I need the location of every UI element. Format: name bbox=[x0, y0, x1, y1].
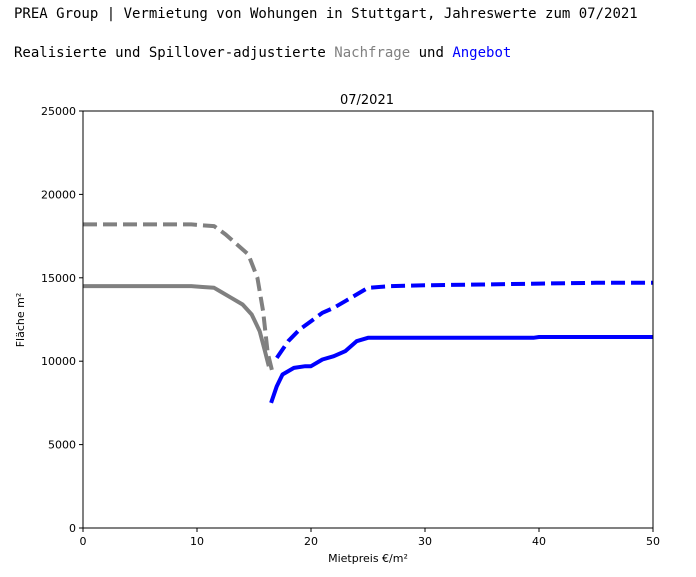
y-tick-label: 25000 bbox=[41, 105, 76, 118]
x-tick-label: 0 bbox=[80, 535, 87, 548]
series-line-supply-spillover-adjusted bbox=[275, 280, 653, 360]
x-tick-label: 30 bbox=[418, 535, 432, 548]
y-ticks: 0 5000 10000 15000 20000 25000 bbox=[41, 105, 83, 535]
x-ticks: 0 10 20 30 40 50 bbox=[80, 528, 660, 548]
x-tick-label: 40 bbox=[532, 535, 546, 548]
x-tick-label: 50 bbox=[646, 535, 660, 548]
x-tick-label: 10 bbox=[190, 535, 204, 548]
x-axis-label: Mietpreis €/m² bbox=[328, 552, 408, 565]
y-axis-label: Fläche m² bbox=[14, 293, 27, 348]
series-line-demand-spillover-adjusted bbox=[83, 222, 275, 372]
subtitle-prefix: Realisierte und Spillover-adjustierte bbox=[14, 45, 335, 61]
page-subtitle: Realisierte und Spillover-adjustierte Na… bbox=[14, 45, 511, 61]
subtitle-connector: und bbox=[410, 45, 453, 61]
page-title: PREA Group | Vermietung von Wohungen in … bbox=[14, 6, 638, 22]
y-tick-label: 0 bbox=[69, 522, 76, 535]
y-tick-label: 5000 bbox=[48, 439, 76, 452]
subtitle-supply-keyword: Angebot bbox=[452, 45, 512, 61]
series-line-supply-realized bbox=[269, 335, 653, 404]
y-tick-label: 20000 bbox=[41, 188, 76, 201]
series-line-demand-realized bbox=[83, 284, 271, 367]
x-tick-label: 20 bbox=[304, 535, 318, 548]
y-tick-label: 15000 bbox=[41, 272, 76, 285]
plot-lines bbox=[83, 222, 653, 404]
y-tick-label: 10000 bbox=[41, 355, 76, 368]
plot-frame bbox=[82, 110, 654, 529]
subtitle-demand-keyword: Nachfrage bbox=[334, 45, 411, 61]
chart-title: 07/2021 bbox=[340, 93, 394, 108]
